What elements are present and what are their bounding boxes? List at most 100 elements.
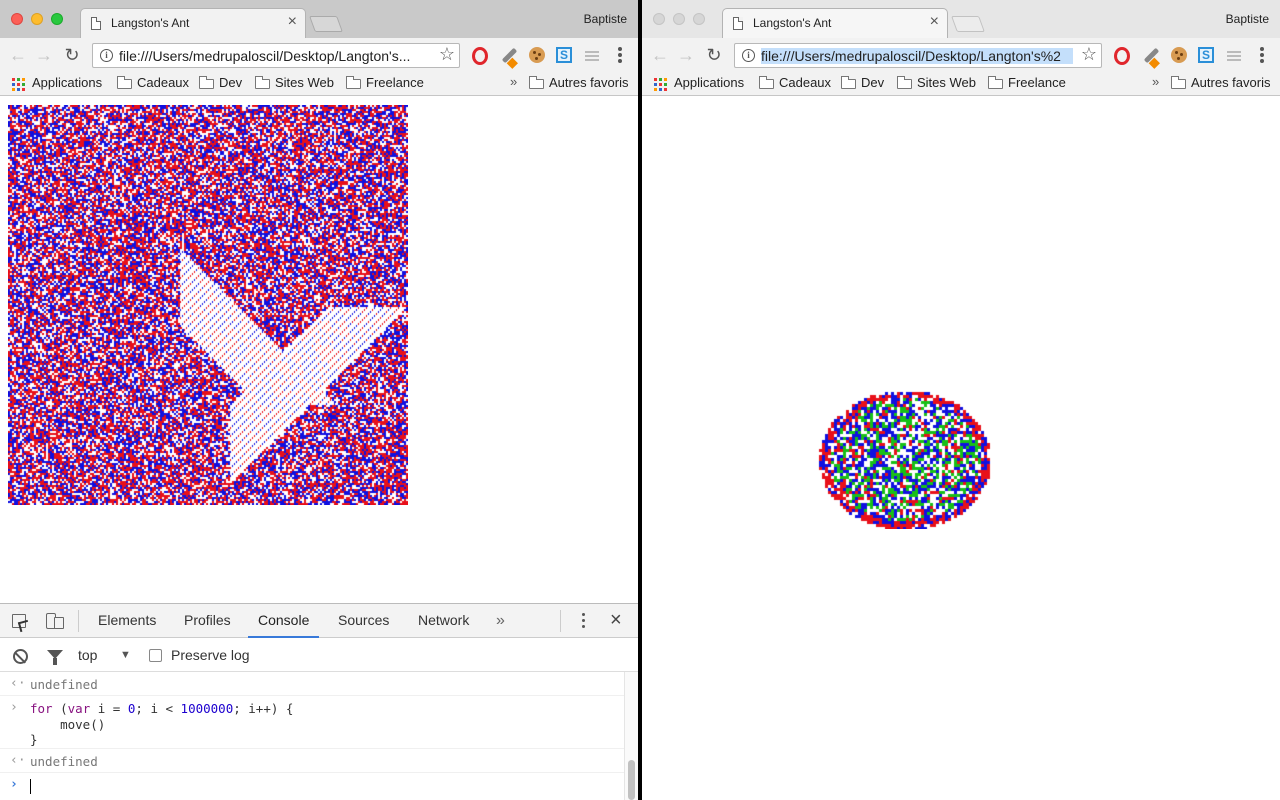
preserve-log-checkbox[interactable] bbox=[149, 649, 162, 662]
more-tabs-icon[interactable]: » bbox=[496, 612, 505, 629]
inspect-element-icon[interactable] bbox=[12, 614, 26, 628]
console-line: › for (var i = 0; i < 1000000; i++) { mo… bbox=[0, 696, 624, 749]
cookie-extension-icon[interactable] bbox=[529, 47, 545, 63]
folder-icon bbox=[759, 76, 774, 89]
star-icon[interactable]: ☆ bbox=[1080, 44, 1097, 64]
new-tab-button[interactable] bbox=[309, 16, 343, 32]
reload-icon[interactable]: ↻ bbox=[706, 45, 722, 65]
tab-console[interactable]: Console bbox=[248, 612, 320, 638]
window-close-button[interactable] bbox=[653, 13, 665, 25]
separator bbox=[560, 610, 561, 632]
console-toolbar: top ▼ Preserve log bbox=[0, 638, 638, 672]
s-extension-icon[interactable]: S bbox=[1198, 47, 1214, 63]
address-bar[interactable]: i file:///Users/medrupaloscil/Desktop/La… bbox=[92, 43, 460, 68]
tab-network[interactable]: Network bbox=[418, 612, 470, 628]
lines-extension-icon[interactable] bbox=[585, 51, 599, 61]
bookmarks-overflow-icon[interactable]: » bbox=[510, 74, 518, 89]
browser-tab[interactable]: Langston's Ant × bbox=[80, 8, 306, 38]
browser-toolbar: ← → ↻ i file:///Users/medrupaloscil/Desk… bbox=[642, 38, 1280, 72]
window-minimize-button[interactable] bbox=[31, 13, 43, 25]
lines-extension-icon[interactable] bbox=[1227, 51, 1241, 61]
tab-close-icon[interactable]: × bbox=[929, 13, 939, 30]
input-arrow-icon: › bbox=[10, 700, 18, 715]
console-result: undefined bbox=[30, 754, 98, 769]
opera-extension-icon[interactable] bbox=[472, 47, 488, 65]
bookmark-label: Dev bbox=[219, 75, 243, 90]
bookmark-label: Sites Web bbox=[275, 75, 335, 90]
bookmarks-bar: Applications Cadeaux Dev Sites Web Freel… bbox=[642, 72, 1280, 96]
separator bbox=[78, 610, 79, 632]
window-maximize-button[interactable] bbox=[693, 13, 705, 25]
info-icon[interactable]: i bbox=[100, 49, 113, 62]
back-icon[interactable]: ← bbox=[9, 45, 27, 65]
apps-grid-icon bbox=[12, 78, 25, 91]
address-bar[interactable]: i file:///Users/medrupaloscil/Desktop/La… bbox=[734, 43, 1102, 68]
bookmarks-bar: Applications Cadeaux Dev Sites Web Freel… bbox=[0, 72, 638, 96]
folder-icon bbox=[255, 76, 270, 89]
opera-extension-icon[interactable] bbox=[1114, 47, 1130, 65]
clear-console-icon[interactable] bbox=[13, 649, 28, 664]
reload-icon[interactable]: ↻ bbox=[64, 45, 80, 65]
browser-menu-icon[interactable] bbox=[618, 46, 622, 64]
url-text[interactable]: file:///Users/medrupaloscil/Desktop/Lang… bbox=[119, 48, 411, 64]
window-minimize-button[interactable] bbox=[673, 13, 685, 25]
bookmark-label: Applications bbox=[32, 75, 103, 90]
bookmark-label: Applications bbox=[674, 75, 745, 90]
tab-title: Langston's Ant bbox=[111, 16, 190, 30]
folder-icon bbox=[117, 76, 132, 89]
text-caret bbox=[30, 779, 31, 794]
profile-name[interactable]: Baptiste bbox=[1225, 12, 1269, 26]
new-tab-button[interactable] bbox=[951, 16, 985, 32]
folder-icon bbox=[841, 76, 856, 89]
devtools-menu-icon[interactable] bbox=[582, 612, 586, 630]
console-prompt[interactable]: › bbox=[0, 773, 624, 799]
console-line: ‹· undefined bbox=[0, 749, 624, 773]
bookmark-label: Freelance bbox=[366, 75, 424, 90]
tab-close-icon[interactable]: × bbox=[287, 13, 297, 30]
scrollbar-thumb[interactable] bbox=[628, 760, 635, 800]
context-dropdown-icon[interactable]: ▼ bbox=[120, 649, 131, 661]
apps-grid-icon bbox=[654, 78, 667, 91]
console-output[interactable]: ‹· undefined › for (var i = 0; i < 10000… bbox=[0, 672, 624, 800]
window-maximize-button[interactable] bbox=[51, 13, 63, 25]
devtools-close-icon[interactable]: × bbox=[610, 609, 622, 631]
bookmark-label: Cadeaux bbox=[137, 75, 190, 90]
profile-name[interactable]: Baptiste bbox=[583, 12, 627, 26]
output-arrow-icon: ‹· bbox=[10, 676, 26, 691]
forward-icon[interactable]: → bbox=[35, 45, 53, 65]
title-bar: Langston's Ant × Baptiste bbox=[642, 0, 1280, 38]
star-icon[interactable]: ☆ bbox=[438, 44, 455, 64]
window-divider bbox=[638, 0, 642, 800]
page-icon bbox=[733, 17, 743, 30]
console-result: undefined bbox=[30, 677, 98, 692]
devtools-panel: Elements Profiles Console Sources Networ… bbox=[0, 603, 638, 800]
tab-profiles[interactable]: Profiles bbox=[184, 612, 231, 628]
bookmark-label: Freelance bbox=[1008, 75, 1066, 90]
filter-icon[interactable] bbox=[47, 650, 63, 665]
bookmark-label: Dev bbox=[861, 75, 885, 90]
forward-icon[interactable]: → bbox=[677, 45, 695, 65]
url-text[interactable]: file:///Users/medrupaloscil/Desktop/Lang… bbox=[761, 48, 1073, 64]
console-scrollbar[interactable] bbox=[624, 672, 638, 800]
tab-sources[interactable]: Sources bbox=[338, 612, 390, 628]
title-bar: Langston's Ant × Baptiste bbox=[0, 0, 638, 38]
info-icon[interactable]: i bbox=[742, 49, 755, 62]
tab-elements[interactable]: Elements bbox=[98, 612, 157, 628]
page-icon bbox=[91, 17, 101, 30]
cookie-extension-icon[interactable] bbox=[1171, 47, 1187, 63]
browser-menu-icon[interactable] bbox=[1260, 46, 1264, 64]
output-arrow-icon: ‹· bbox=[10, 753, 26, 768]
bookmarks-overflow-icon[interactable]: » bbox=[1152, 74, 1160, 89]
window-close-button[interactable] bbox=[11, 13, 23, 25]
back-icon[interactable]: ← bbox=[651, 45, 669, 65]
context-selector[interactable]: top bbox=[78, 647, 98, 663]
browser-window-left: Langston's Ant × Baptiste ← → ↻ i file:/… bbox=[0, 0, 638, 800]
console-code: for (var i = 0; i < 1000000; i++) { move… bbox=[30, 701, 294, 747]
device-mode-icon[interactable] bbox=[46, 613, 64, 629]
page-content bbox=[642, 97, 1280, 800]
browser-tab[interactable]: Langston's Ant × bbox=[722, 8, 948, 38]
ant-canvas bbox=[8, 105, 408, 505]
preserve-log-label: Preserve log bbox=[171, 647, 250, 663]
s-extension-icon[interactable]: S bbox=[556, 47, 572, 63]
bookmark-label: Sites Web bbox=[917, 75, 977, 90]
